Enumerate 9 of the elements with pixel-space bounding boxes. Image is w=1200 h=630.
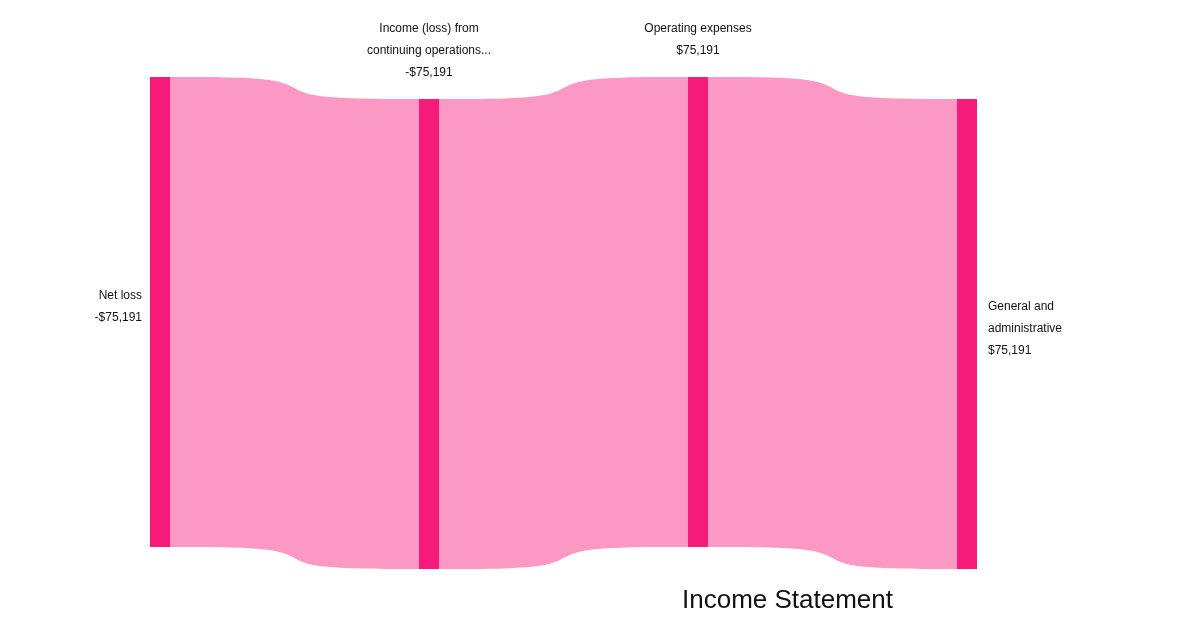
data-label: $75,191 [988,343,1032,357]
data-label: -$75,191 [405,65,454,79]
category-label: Operating expenses [644,21,752,35]
text: Income Statement [682,584,894,614]
data-label: $75,191 [676,43,721,57]
category-label: General and administrative [988,299,1063,335]
data-label: -$75,191 [94,310,143,324]
category-label: Net loss [98,288,142,302]
category-label: Income (loss) from continuing operations... [366,21,492,57]
